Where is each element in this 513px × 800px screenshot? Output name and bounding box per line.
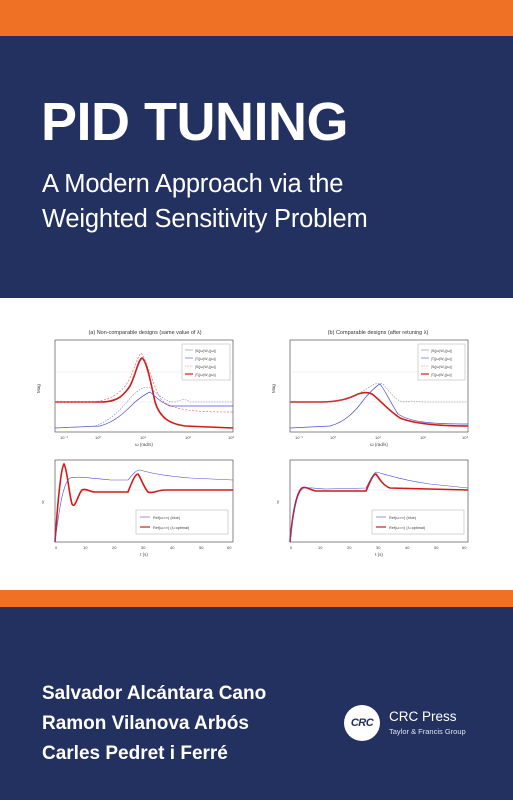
plot-a-time-blue	[54, 469, 234, 543]
publisher-name: CRC Press	[389, 709, 457, 724]
plot-b-blue-curve	[289, 383, 469, 429]
plot-a-time: Ref(ω=∞) (blue) Ref(ω=∞) (λ=optimal) y 0…	[42, 459, 234, 557]
author-band	[0, 607, 513, 800]
crc-logo-text: CRC	[350, 717, 374, 729]
svg-text:|S(jω)W₁(jω)|: |S(jω)W₁(jω)|	[431, 365, 452, 369]
svg-text:10³: 10³	[462, 435, 468, 440]
svg-text:10: 10	[83, 545, 88, 550]
author-3: Carles Pedret i Ferré	[42, 743, 228, 764]
subtitle-line-2: Weighted Sensitivity Problem	[42, 205, 368, 233]
svg-text:10²: 10²	[420, 435, 426, 440]
svg-text:60: 60	[227, 545, 232, 550]
svg-text:10⁻¹: 10⁻¹	[60, 435, 69, 440]
svg-text:10¹: 10¹	[140, 435, 146, 440]
plot-b-time-legend	[371, 509, 465, 535]
plot-a-blue-dashed	[54, 387, 233, 429]
svg-text:20: 20	[112, 545, 117, 550]
author-list: Salvador Alcántara Cano Ramon Vilanova A…	[42, 679, 266, 769]
book-title: PID TUNING	[41, 92, 349, 152]
publisher-tagline: Taylor & Francis Group	[389, 727, 466, 736]
panel-b-title: (b) Comparable designs (after retuning λ…	[328, 330, 429, 336]
plot-b-red-curve	[290, 391, 469, 427]
svg-text:y: y	[277, 499, 280, 504]
plot-a-time-legend	[135, 509, 229, 535]
plot-b-time-blue	[289, 471, 469, 543]
subtitle-line-1: A Modern Approach via the	[42, 170, 344, 198]
svg-text:10¹: 10¹	[375, 435, 381, 440]
svg-text:Mag: Mag	[271, 384, 276, 393]
svg-text:50: 50	[434, 545, 439, 550]
svg-text:10⁻¹: 10⁻¹	[295, 435, 304, 440]
svg-text:y: y	[42, 499, 45, 504]
svg-text:t (s): t (s)	[375, 552, 383, 557]
svg-text:30: 30	[376, 545, 381, 550]
svg-text:10: 10	[318, 545, 323, 550]
svg-text:|T(jω)W₂(jω)|: |T(jω)W₂(jω)|	[195, 357, 216, 361]
svg-text:60: 60	[462, 545, 467, 550]
svg-text:40: 40	[170, 545, 175, 550]
svg-text:0: 0	[55, 545, 58, 550]
author-1: Salvador Alcántara Cano	[42, 683, 267, 704]
svg-text:ω (rad/s): ω (rad/s)	[135, 442, 153, 447]
panel-a-title: (a) Non-comparable designs (same value o…	[88, 330, 201, 336]
svg-text:ω (rad/s): ω (rad/s)	[370, 442, 388, 447]
plot-a-red-curve	[55, 357, 234, 429]
svg-text:10²: 10²	[185, 435, 191, 440]
svg-text:0: 0	[290, 545, 293, 550]
plot-a-red-dashed	[55, 352, 234, 413]
svg-text:20: 20	[347, 545, 352, 550]
plot-a-frequency: |S(jω)W₂(jω)| |T(jω)W₂(jω)| |S(jω)W₁(jω)…	[36, 339, 234, 447]
svg-text:Ref(ω=∞) (blue): Ref(ω=∞) (blue)	[389, 516, 417, 520]
svg-text:|T(jω)W₁(jω)|: |T(jω)W₁(jω)|	[431, 373, 452, 377]
svg-text:|S(jω)W₂(jω)|: |S(jω)W₂(jω)|	[195, 349, 216, 353]
svg-text:10⁰: 10⁰	[330, 435, 336, 440]
svg-text:|S(jω)W₂(jω)|: |S(jω)W₂(jω)|	[431, 349, 452, 353]
publisher-block: CRC CRC Press Taylor & Francis Group	[344, 704, 494, 744]
svg-text:|S(jω)W₁(jω)|: |S(jω)W₁(jω)|	[195, 365, 216, 369]
svg-text:50: 50	[199, 545, 204, 550]
title-band	[0, 36, 513, 298]
svg-text:40: 40	[405, 545, 410, 550]
author-2: Ramon Vilanova Arbós	[42, 713, 249, 734]
svg-text:Ref(ω=∞) (λ=optimal): Ref(ω=∞) (λ=optimal)	[153, 526, 190, 530]
svg-text:30: 30	[141, 545, 146, 550]
top-orange-stripe	[0, 0, 513, 36]
svg-text:Ref(ω=∞) (blue): Ref(ω=∞) (blue)	[153, 516, 181, 520]
plot-b-frequency: |S(jω)W₂(jω)| |T(jω)W₂(jω)| |S(jω)W₁(jω)…	[271, 339, 469, 447]
cover-figure-plots: (a) Non-comparable designs (same value o…	[36, 330, 469, 557]
plot-a-time-red	[54, 462, 233, 543]
book-subtitle: A Modern Approach via the Weighted Sensi…	[42, 167, 482, 237]
plot-a-blue-curve	[54, 391, 233, 429]
svg-text:Ref(ω=∞) (λ=optimal): Ref(ω=∞) (λ=optimal)	[389, 526, 426, 530]
svg-text:|T(jω)W₁(jω)|: |T(jω)W₁(jω)|	[195, 373, 216, 377]
middle-orange-stripe	[0, 590, 513, 607]
svg-text:t (s): t (s)	[140, 552, 148, 557]
cover-figure: (a) Non-comparable designs (same value o…	[0, 298, 513, 590]
svg-text:|T(jω)W₂(jω)|: |T(jω)W₂(jω)|	[431, 357, 452, 361]
crc-logo-icon: CRC	[344, 705, 380, 741]
svg-text:10⁰: 10⁰	[95, 435, 101, 440]
svg-text:10³: 10³	[228, 435, 234, 440]
svg-text:Mag: Mag	[36, 384, 41, 393]
plot-b-time-red	[289, 473, 469, 543]
plot-b-time: Ref(ω=∞) (blue) Ref(ω=∞) (λ=optimal) y 0…	[277, 459, 469, 557]
